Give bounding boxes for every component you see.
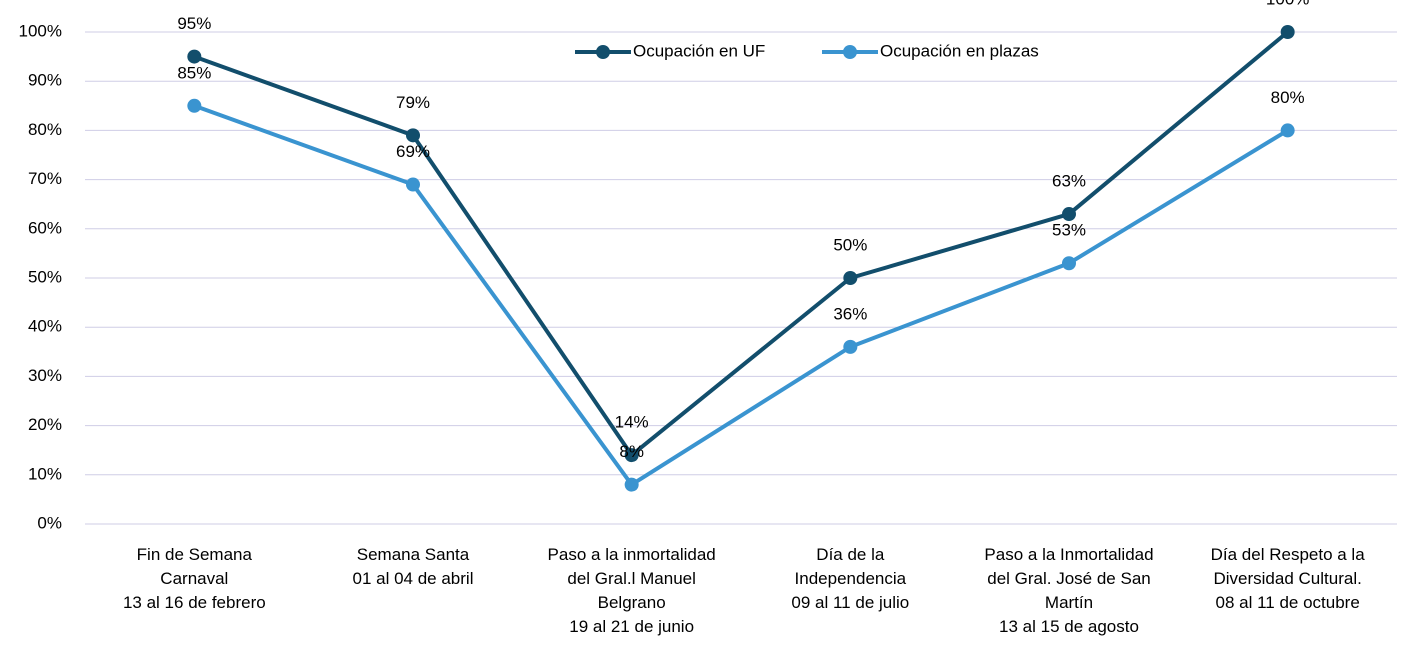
- series-line: [193, 103, 1289, 487]
- data-label: 79%: [396, 93, 430, 112]
- data-label: 85%: [177, 63, 211, 82]
- data-label: 53%: [1052, 221, 1086, 240]
- data-point: [1280, 123, 1295, 138]
- y-tick-label: 70%: [28, 169, 62, 188]
- data-label: 8%: [619, 442, 644, 461]
- y-tick-label: 40%: [28, 317, 62, 336]
- y-tick-label: 10%: [28, 464, 62, 483]
- y-tick-label: 30%: [28, 366, 62, 385]
- legend-marker: [843, 45, 857, 59]
- y-tick-label: 20%: [28, 415, 62, 434]
- series-line: [193, 30, 1289, 458]
- y-tick-label: 90%: [28, 71, 62, 90]
- y-tick-label: 0%: [37, 513, 62, 532]
- data-point: [843, 271, 858, 285]
- data-point: [187, 98, 202, 113]
- x-tick-label: Paso a la inmortalidad del Gral.l Manuel…: [547, 545, 716, 636]
- data-label: 100%: [1266, 0, 1309, 8]
- y-tick-label: 100%: [19, 21, 62, 40]
- data-point: [624, 477, 639, 492]
- data-label: 80%: [1271, 88, 1305, 107]
- x-tick-label: Día de la Independencia 09 al 11 de juli…: [791, 545, 910, 612]
- legend-label: Ocupación en UF: [633, 41, 765, 60]
- data-point: [1062, 256, 1076, 271]
- data-point: [187, 49, 202, 64]
- data-point: [843, 339, 858, 354]
- y-tick-label: 80%: [28, 120, 62, 139]
- legend-label: Ocupación en plazas: [880, 41, 1039, 60]
- x-tick-label: Semana Santa 01 al 04 de abril: [352, 545, 474, 588]
- y-tick-label: 50%: [28, 267, 62, 286]
- data-point: [406, 177, 420, 192]
- legend-marker: [596, 45, 610, 59]
- data-label: 63%: [1052, 172, 1086, 191]
- data-point: [1280, 25, 1295, 39]
- x-tick-label: Fin de Semana Carnaval 13 al 16 de febre…: [122, 545, 266, 612]
- x-tick-label: Paso a la Inmortalidad del Gral. José de…: [984, 545, 1154, 636]
- y-tick-label: 60%: [28, 218, 62, 237]
- data-label: 36%: [833, 304, 867, 323]
- data-point: [624, 448, 639, 463]
- data-label: 50%: [833, 235, 867, 254]
- data-label: 14%: [615, 413, 649, 432]
- x-tick-label: Día del Respeto a la Diversidad Cultural…: [1210, 545, 1365, 612]
- data-point: [406, 128, 420, 143]
- data-point: [1062, 207, 1076, 222]
- data-label: 95%: [177, 14, 211, 33]
- data-label: 69%: [396, 142, 430, 161]
